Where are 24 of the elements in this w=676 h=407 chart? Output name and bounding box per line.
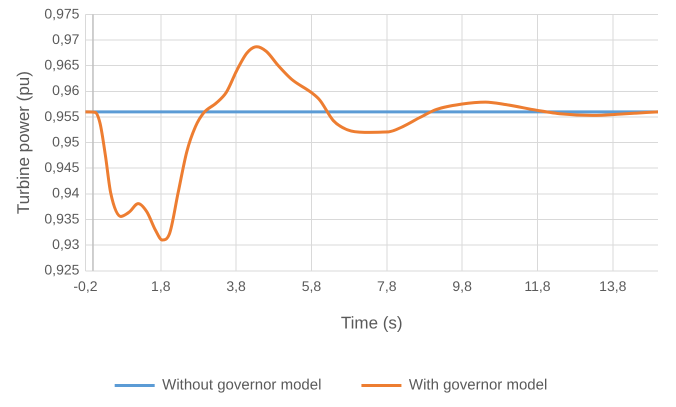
x-tick-label: 13,8 bbox=[599, 278, 627, 294]
y-tick-label: 0,94 bbox=[52, 184, 80, 201]
legend-label: With governor model bbox=[408, 376, 548, 394]
y-tick-label: 0,95 bbox=[52, 133, 80, 150]
x-tick-label: 9,8 bbox=[452, 278, 472, 294]
y-tick-label: 0,97 bbox=[52, 30, 80, 47]
y-tick-label: 0,955 bbox=[44, 108, 80, 124]
y-tick-label: 0,935 bbox=[44, 210, 80, 226]
line-series bbox=[85, 45, 658, 242]
y-tick-label: 0,965 bbox=[44, 56, 80, 73]
y-axis-title: Turbine power (pu) bbox=[14, 71, 33, 214]
y-tick-label: 0,975 bbox=[44, 5, 80, 22]
y-tick-label: 0,96 bbox=[52, 82, 80, 98]
y-tick-label: 0,925 bbox=[44, 262, 80, 278]
y-tick-label: 0,945 bbox=[44, 159, 80, 176]
legend-label: Without governor model bbox=[162, 376, 322, 394]
x-tick-label: 7,8 bbox=[377, 278, 397, 294]
x-tick-label: 1,8 bbox=[151, 278, 171, 294]
y-tick-label: 0,93 bbox=[52, 236, 80, 252]
x-tick-label: 11,8 bbox=[524, 278, 551, 294]
x-axis-title: Time (s) bbox=[340, 313, 403, 332]
x-tick-label: -0,2 bbox=[73, 278, 98, 294]
x-tick-label: 3,8 bbox=[226, 278, 246, 294]
x-tick-label: 5,8 bbox=[302, 278, 322, 294]
